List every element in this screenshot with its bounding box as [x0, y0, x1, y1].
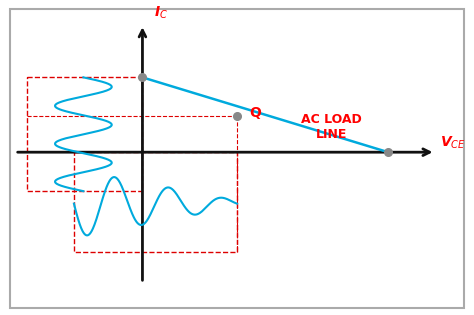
Text: I$_C$: I$_C$: [154, 5, 168, 21]
Text: AC LOAD
LINE: AC LOAD LINE: [301, 113, 362, 141]
Text: Q: Q: [249, 106, 261, 120]
Text: V$_{CE}$: V$_{CE}$: [440, 134, 466, 151]
